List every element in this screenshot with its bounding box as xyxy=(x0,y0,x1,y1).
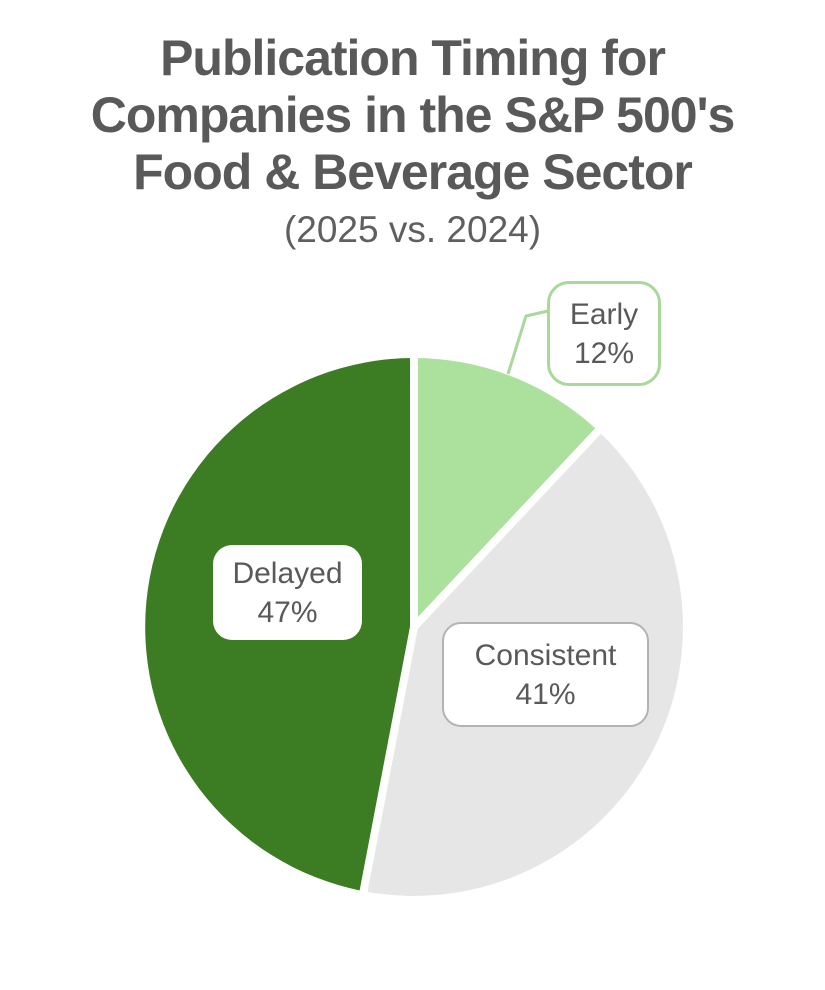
chart-subtitle: (2025 vs. 2024) xyxy=(283,209,542,250)
callout-early-value: 12% xyxy=(573,336,635,370)
chart-title: Publication Timing for Companies in the … xyxy=(0,30,825,252)
callout-delayed-label: Delayed xyxy=(232,556,343,590)
callout-consistent-label: Consistent xyxy=(474,638,617,672)
title-line-3: Food & Beverage Sector xyxy=(133,144,693,200)
callout-delayed: Delayed 47% xyxy=(213,545,362,640)
title-line-2: Companies in the S&P 500's xyxy=(90,87,736,143)
callout-consistent-value: 41% xyxy=(515,677,576,711)
title-line-1: Publication Timing for xyxy=(160,30,666,86)
pie-slice-early xyxy=(414,358,599,627)
callout-delayed-value: 47% xyxy=(257,595,318,629)
callout-early: Early 12% xyxy=(547,281,661,386)
callout-consistent: Consistent 41% xyxy=(442,622,649,727)
slice-separator xyxy=(358,626,418,896)
slice-separator xyxy=(411,425,604,630)
callout-early-label: Early xyxy=(569,297,639,331)
early-leader-line xyxy=(506,309,549,375)
